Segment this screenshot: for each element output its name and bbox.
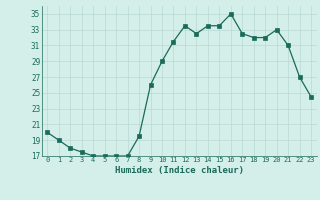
X-axis label: Humidex (Indice chaleur): Humidex (Indice chaleur) xyxy=(115,166,244,175)
